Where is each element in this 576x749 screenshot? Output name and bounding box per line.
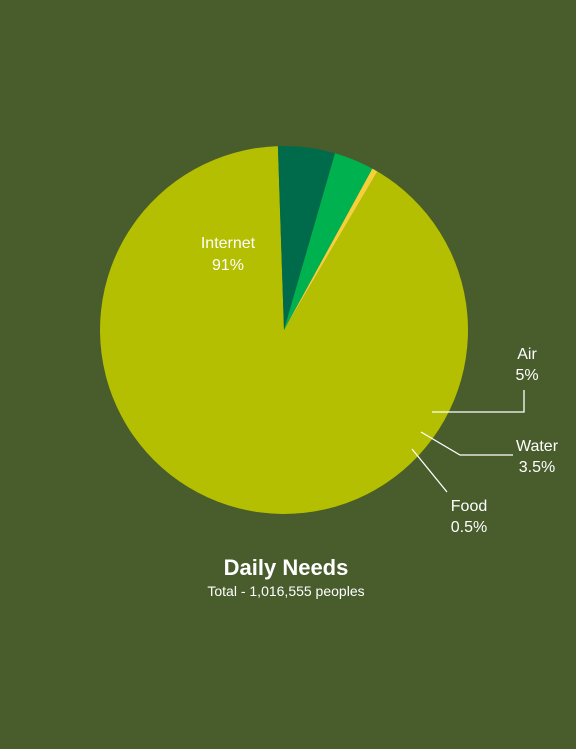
chart-subtitle: Total - 1,016,555 peoples [207,583,365,599]
slice-air [277,145,336,330]
chart-title: Daily Needs [223,555,349,580]
slice-internet [100,146,469,514]
leader-line-food [411,448,448,493]
pie-slices [100,145,469,514]
slice-label-water: Water [516,438,559,455]
slice-label-food: Food [451,498,487,515]
leader-line-air [432,390,525,413]
slice-label-internet: Internet [201,235,256,252]
leader-lines [411,390,525,493]
slice-value-air: 5% [515,367,538,384]
slice-value-food: 0.5% [451,519,487,536]
leader-line-water [420,431,513,456]
slice-value-internet: 91% [212,257,244,274]
slice-water [284,153,373,330]
slice-label-air: Air [517,346,537,363]
slice-labels: Internet 91% Air 5% Water 3.5% Food 0.5% [201,235,559,536]
slice-value-water: 3.5% [519,459,555,476]
slice-food [284,168,378,330]
